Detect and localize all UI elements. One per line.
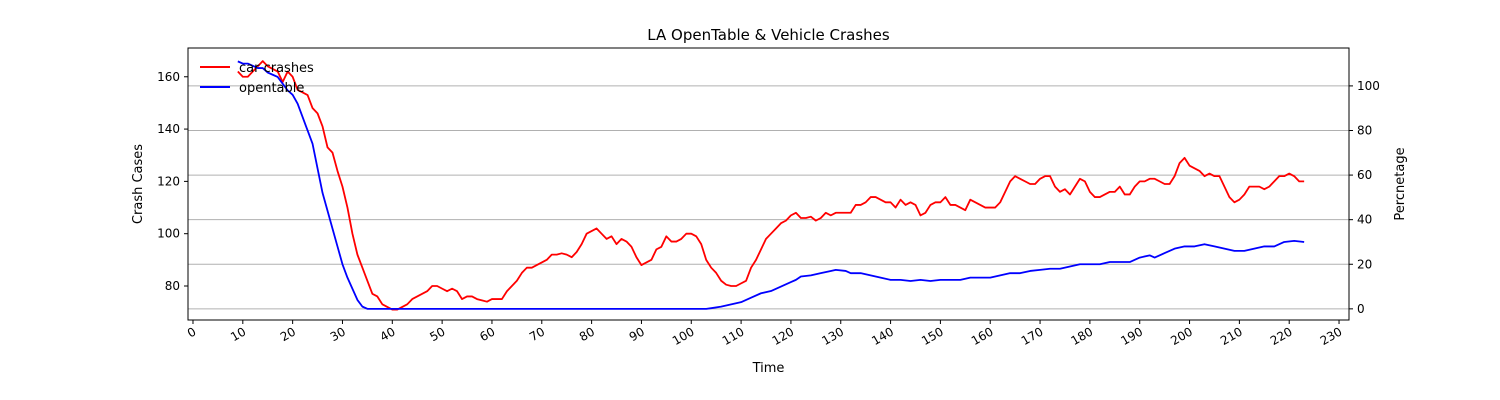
x-tick-label: 110	[720, 324, 747, 348]
x-tick-label: 100	[670, 324, 697, 348]
x-tick-label: 0	[185, 324, 199, 340]
y-left-tick-label: 160	[157, 70, 180, 84]
y-left-tick-label: 120	[157, 174, 180, 188]
plot-frame	[187, 47, 1350, 321]
x-tick-label: 30	[328, 324, 348, 344]
right-y-axis-label: Percnetage	[1393, 147, 1408, 220]
y-left-tick-label: 100	[157, 227, 180, 241]
x-tick-label: 230	[1318, 324, 1345, 348]
x-tick-label: 160	[969, 324, 996, 348]
left-y-axis-label: Crash Cases	[131, 144, 146, 224]
legend-label-opentable: opentable	[239, 81, 304, 96]
x-tick-label: 130	[819, 324, 846, 348]
x-axis: 0 10 20 30 40 50 60 70 80 90 100 110 120 130 140 150 160…	[185, 320, 1345, 348]
series-line-opentable	[237, 60, 1305, 310]
x-tick-label: 10	[228, 324, 248, 344]
x-tick-label: 60	[477, 324, 497, 344]
x-tick-label: 200	[1168, 324, 1195, 348]
x-tick-label: 140	[869, 324, 896, 348]
x-tick-label: 150	[919, 324, 946, 348]
y-right-tick-label: 60	[1357, 168, 1372, 182]
right-y-axis: 0 20 40 60 80 100	[1349, 79, 1380, 316]
y-right-tick-label: 20	[1357, 257, 1372, 271]
y-right-tick-label: 40	[1357, 213, 1372, 227]
left-y-axis: 80 100 120 140 160	[157, 70, 188, 293]
series-lines	[237, 60, 1305, 311]
y-right-tick-label: 100	[1357, 79, 1380, 93]
x-tick-label: 20	[278, 324, 298, 344]
legend-label-car-crashes: car crashes	[239, 61, 314, 76]
x-tick-label: 90	[627, 324, 647, 344]
x-tick-label: 50	[427, 324, 447, 344]
x-tick-label: 40	[378, 324, 398, 344]
x-tick-label: 170	[1019, 324, 1046, 348]
series-line-car-crashes	[237, 60, 1305, 311]
y-left-tick-label: 140	[157, 122, 180, 136]
y-right-tick-label: 80	[1357, 123, 1372, 137]
x-tick-label: 70	[527, 324, 547, 344]
x-tick-label: 180	[1069, 324, 1096, 348]
x-tick-label: 190	[1118, 324, 1145, 348]
x-axis-label: Time	[752, 361, 785, 376]
right-grid-lines	[188, 85, 1349, 310]
y-right-tick-label: 0	[1357, 302, 1365, 316]
y-left-tick-label: 80	[165, 279, 180, 293]
chart-title: LA OpenTable & Vehicle Crashes	[647, 26, 890, 44]
x-tick-label: 120	[770, 324, 797, 348]
x-tick-label: 210	[1218, 324, 1245, 348]
x-tick-label: 220	[1268, 324, 1295, 348]
x-tick-label: 80	[577, 324, 597, 344]
legend: car crashes opentable	[200, 61, 314, 96]
